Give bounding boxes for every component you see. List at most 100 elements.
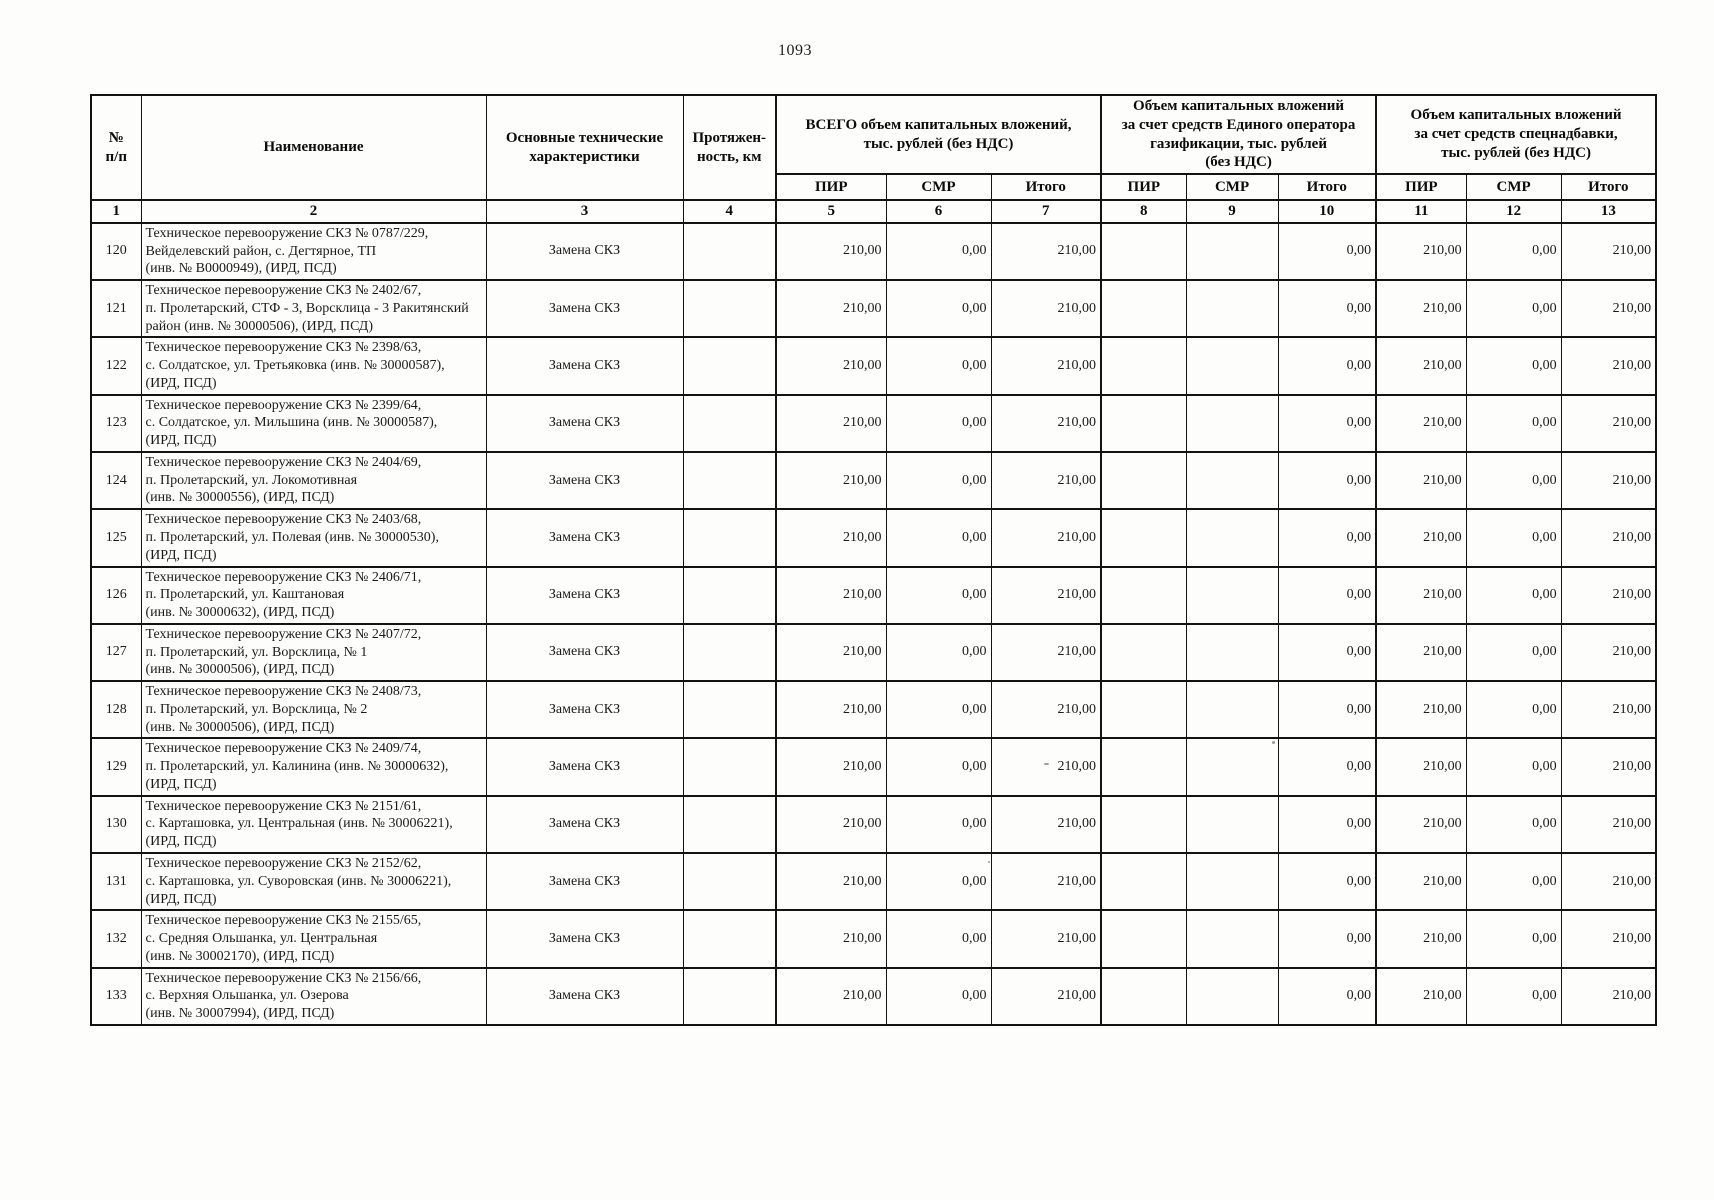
- name-cell: Техническое перевооружение СКЗ № 2402/67…: [140, 279, 487, 339]
- surcharge-smr-cell: 0,00: [1465, 450, 1562, 511]
- operator-itogo-cell: 0,00: [1277, 279, 1377, 339]
- table-row: 123 Техническое перевооружение СКЗ № 239…: [90, 393, 1657, 453]
- total-smr-cell: 0,00: [885, 393, 992, 453]
- name-cell: Техническое перевооружение СКЗ № 2404/69…: [140, 450, 487, 511]
- total-itogo-cell: 210,00: [990, 336, 1102, 396]
- operator-pir-cell: [1100, 852, 1187, 912]
- surcharge-itogo-cell: 210,00: [1560, 909, 1657, 969]
- total-smr-cell: 0,00: [885, 794, 992, 855]
- operator-smr-cell: [1185, 393, 1279, 453]
- surcharge-smr-cell: 0,00: [1465, 680, 1562, 740]
- row-number-cell: 121: [90, 279, 142, 339]
- table-row: 128 Техническое перевооружение СКЗ № 240…: [90, 680, 1657, 740]
- characteristics-cell: Замена СКЗ: [485, 622, 684, 683]
- total-itogo-cell: 210,00: [990, 909, 1102, 969]
- name-cell: Техническое перевооружение СКЗ № 2152/62…: [140, 852, 487, 912]
- surcharge-itogo-cell: 210,00: [1560, 737, 1657, 797]
- surcharge-smr-cell: 0,00: [1465, 794, 1562, 855]
- total-pir-cell: 210,00: [775, 737, 887, 797]
- header-total-pir: ПИР: [775, 173, 887, 201]
- length-cell: [682, 565, 777, 625]
- total-smr-cell: 0,00: [885, 336, 992, 396]
- operator-pir-cell: [1100, 966, 1187, 1026]
- surcharge-pir-cell: 210,00: [1375, 279, 1467, 339]
- table-row: 126 Техническое перевооружение СКЗ № 240…: [90, 565, 1657, 625]
- col-number-13: 13: [1560, 199, 1657, 224]
- surcharge-pir-cell: 210,00: [1375, 909, 1467, 969]
- length-cell: [682, 279, 777, 339]
- operator-itogo-cell: 0,00: [1277, 508, 1377, 568]
- total-itogo-cell: 210,00: [990, 393, 1102, 453]
- surcharge-pir-cell: 210,00: [1375, 393, 1467, 453]
- header-characteristics: Основные технические характеристики: [485, 94, 684, 201]
- total-itogo-cell: 210,00: [990, 565, 1102, 625]
- row-number-cell: 124: [90, 450, 142, 511]
- operator-pir-cell: [1100, 565, 1187, 625]
- surcharge-itogo-cell: 210,00: [1560, 680, 1657, 740]
- surcharge-itogo-cell: 210,00: [1560, 221, 1657, 282]
- table-row: 131 Техническое перевооружение СКЗ № 215…: [90, 852, 1657, 912]
- surcharge-itogo-cell: 210,00: [1560, 279, 1657, 339]
- total-smr-cell: 0,00: [885, 909, 992, 969]
- length-cell: [682, 221, 777, 282]
- row-number-cell: 125: [90, 508, 142, 568]
- col-number-8: 8: [1100, 199, 1187, 224]
- header-name: Наименование: [140, 94, 487, 201]
- row-number-cell: 133: [90, 966, 142, 1026]
- total-pir-cell: 210,00: [775, 852, 887, 912]
- surcharge-pir-cell: 210,00: [1375, 737, 1467, 797]
- table-row: 129 Техническое перевооружение СКЗ № 240…: [90, 737, 1657, 797]
- length-cell: [682, 336, 777, 396]
- characteristics-cell: Замена СКЗ: [485, 966, 684, 1026]
- surcharge-smr-cell: 0,00: [1465, 336, 1562, 396]
- col-number-2: 2: [140, 199, 487, 224]
- scan-speck: [1272, 741, 1275, 744]
- operator-smr-cell: [1185, 737, 1279, 797]
- length-cell: [682, 508, 777, 568]
- operator-smr-cell: [1185, 852, 1279, 912]
- row-number-cell: 128: [90, 680, 142, 740]
- table-row: 124 Техническое перевооружение СКЗ № 240…: [90, 450, 1657, 511]
- surcharge-itogo-cell: 210,00: [1560, 852, 1657, 912]
- surcharge-itogo-cell: 210,00: [1560, 450, 1657, 511]
- total-smr-cell: 0,00: [885, 680, 992, 740]
- total-smr-cell: 0,00: [885, 737, 992, 797]
- header-length: Протяжен- ность, км: [682, 94, 777, 201]
- total-pir-cell: 210,00: [775, 279, 887, 339]
- surcharge-smr-cell: 0,00: [1465, 622, 1562, 683]
- operator-smr-cell: [1185, 508, 1279, 568]
- operator-itogo-cell: 0,00: [1277, 336, 1377, 396]
- total-pir-cell: 210,00: [775, 966, 887, 1026]
- table-row: 121 Техническое перевооружение СКЗ № 240…: [90, 279, 1657, 339]
- header-surcharge-smr: СМР: [1465, 173, 1562, 201]
- operator-pir-cell: [1100, 622, 1187, 683]
- surcharge-itogo-cell: 210,00: [1560, 966, 1657, 1026]
- length-cell: [682, 909, 777, 969]
- name-cell: Техническое перевооружение СКЗ № 2406/71…: [140, 565, 487, 625]
- row-number-cell: 132: [90, 909, 142, 969]
- total-pir-cell: 210,00: [775, 680, 887, 740]
- total-pir-cell: 210,00: [775, 565, 887, 625]
- operator-smr-cell: [1185, 680, 1279, 740]
- total-smr-cell: 0,00: [885, 450, 992, 511]
- operator-itogo-cell: 0,00: [1277, 966, 1377, 1026]
- operator-smr-cell: [1185, 966, 1279, 1026]
- total-smr-cell: 0,00: [885, 221, 992, 282]
- total-pir-cell: 210,00: [775, 393, 887, 453]
- name-cell: Техническое перевооружение СКЗ № 2151/61…: [140, 794, 487, 855]
- operator-pir-cell: [1100, 909, 1187, 969]
- characteristics-cell: Замена СКЗ: [485, 279, 684, 339]
- length-cell: [682, 680, 777, 740]
- col-number-10: 10: [1277, 199, 1377, 224]
- operator-smr-cell: [1185, 279, 1279, 339]
- col-number-12: 12: [1465, 199, 1562, 224]
- total-itogo-cell: 210,00: [990, 450, 1102, 511]
- total-itogo-cell: 210,00: [990, 737, 1102, 797]
- length-cell: [682, 622, 777, 683]
- table-row: 130 Техническое перевооружение СКЗ № 215…: [90, 794, 1657, 855]
- header-surcharge-pir: ПИР: [1375, 173, 1467, 201]
- header-group-operator: Объем капитальных вложений за счет средс…: [1100, 94, 1377, 175]
- header-row-number: № п/п: [90, 94, 142, 201]
- characteristics-cell: Замена СКЗ: [485, 909, 684, 969]
- surcharge-itogo-cell: 210,00: [1560, 565, 1657, 625]
